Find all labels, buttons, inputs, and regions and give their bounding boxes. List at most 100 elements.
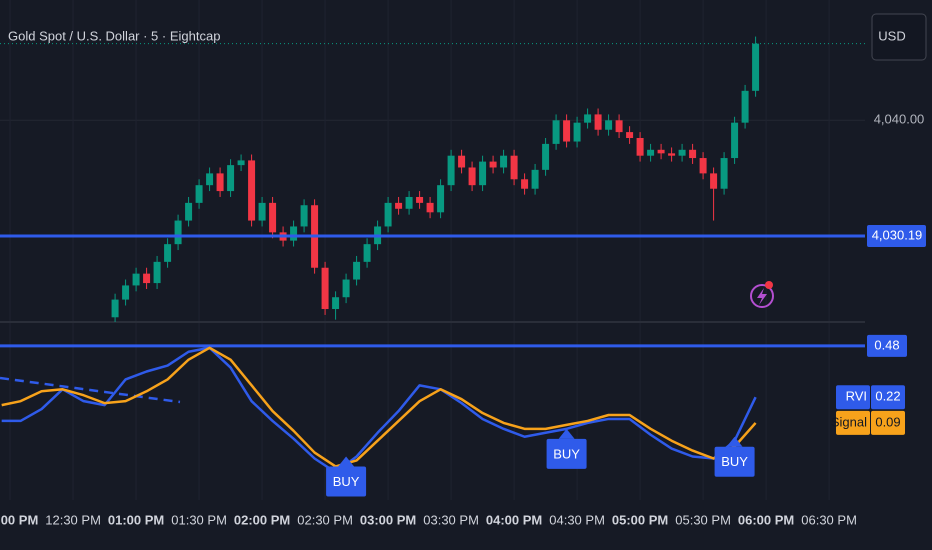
candle-body (384, 202, 392, 227)
candle-body (584, 114, 592, 123)
x-tick-label: 03:30 PM (423, 512, 479, 527)
candle-body (332, 297, 340, 310)
indicator-pane: BUY BUY BUY (0, 344, 865, 497)
candle-body (752, 43, 760, 91)
legend-value-tag (871, 410, 905, 435)
signal-label: BUY (333, 474, 360, 489)
candle-body (269, 202, 277, 233)
candle-body (678, 149, 686, 156)
candle-body (699, 158, 707, 174)
candle-body (174, 220, 182, 245)
signal-box (326, 466, 367, 497)
candle-body (720, 158, 728, 189)
candle-body (500, 155, 508, 168)
x-tick-label: 02:00 PM (234, 512, 290, 527)
candle-body (395, 202, 403, 209)
candle-body (647, 149, 655, 156)
signal-arrow (726, 436, 743, 447)
price-line-label: 4,030.19 (872, 227, 923, 242)
candle-body (510, 155, 518, 180)
candle-body (731, 122, 739, 159)
candle-body (447, 155, 455, 186)
currency-label[interactable]: USD (878, 28, 905, 43)
candle-body (185, 202, 193, 221)
candle-body (132, 273, 140, 286)
candle-body (552, 120, 560, 144)
candle-body (657, 149, 665, 154)
axes: 4,040.00 4,030.19 12:00 PM 12:30 PM 01:00 PM… (0, 112, 926, 527)
candle-body (573, 122, 581, 142)
signal-box (714, 446, 755, 477)
x-tick-label: 05:30 PM (675, 512, 731, 527)
candle-body (416, 196, 424, 203)
candle-body (153, 261, 161, 284)
candle-body (458, 155, 466, 168)
price-pane (0, 36, 865, 322)
legend-value: 0.09 (875, 414, 900, 429)
signal-arrow (338, 456, 355, 467)
series-line (1, 346, 757, 474)
candle-body (710, 173, 718, 189)
candle-body (290, 226, 298, 241)
x-tick-label: 01:00 PM (108, 512, 164, 527)
alert-icon[interactable] (750, 281, 774, 308)
x-tick-label: 06:30 PM (801, 512, 857, 527)
candle-body (605, 120, 613, 130)
x-tick-label: 12:00 PM (0, 512, 38, 527)
candle-body (143, 273, 151, 284)
candle-body (437, 185, 445, 213)
candle-body (615, 120, 623, 133)
candle-body (521, 179, 529, 189)
x-tick-label: 04:30 PM (549, 512, 605, 527)
signal-label: BUY (721, 454, 748, 469)
legend-value: 0.22 (875, 389, 900, 404)
candle-body (479, 161, 487, 186)
grid (0, 0, 865, 500)
legend-name: RVI (846, 389, 867, 404)
x-tick-label: 04:00 PM (486, 512, 542, 527)
candle-body (248, 160, 256, 221)
candle-body (636, 138, 644, 156)
candle-body (216, 173, 224, 192)
candle-body (195, 185, 203, 203)
candle-body (594, 114, 602, 130)
candle-body (300, 205, 308, 227)
candle-body (111, 299, 119, 318)
candle-body (626, 132, 634, 138)
x-tick-label: 02:30 PM (297, 512, 353, 527)
currency-button[interactable] (871, 13, 927, 61)
alert-bolt[interactable] (757, 288, 767, 305)
legend-name-tag (836, 410, 870, 435)
alert-ring[interactable] (750, 284, 774, 308)
level-label: 0.48 (874, 337, 899, 352)
x-tick-label: 05:00 PM (612, 512, 668, 527)
candle-body (426, 202, 434, 213)
candle-body (122, 285, 130, 300)
signal-arrow (558, 428, 575, 439)
signal-label: BUY (553, 446, 580, 461)
chart-title: Gold Spot / U.S. Dollar · 5 · Eightcap (8, 28, 220, 43)
candle-body (363, 244, 371, 262)
legend-name-tag (836, 385, 870, 410)
candle-body (542, 143, 550, 170)
candle-body (531, 169, 539, 189)
y-tick-label: 4,040.00 (874, 112, 925, 127)
alert-dot[interactable] (765, 281, 773, 289)
candle-body (468, 167, 476, 186)
legend-value-tag (871, 385, 905, 410)
candle-body (342, 279, 350, 298)
x-tick-label: 03:00 PM (360, 512, 416, 527)
x-tick-label: 06:00 PM (738, 512, 794, 527)
trend-line (0, 376, 181, 404)
candle-body (227, 165, 235, 192)
candle-body (668, 153, 676, 156)
signal-box (546, 438, 587, 469)
x-tick-label: 01:30 PM (171, 512, 227, 527)
candle-body (237, 160, 245, 166)
price-line-tag (867, 225, 926, 248)
candle-body (489, 161, 497, 168)
legend-name: Signal (831, 414, 867, 429)
